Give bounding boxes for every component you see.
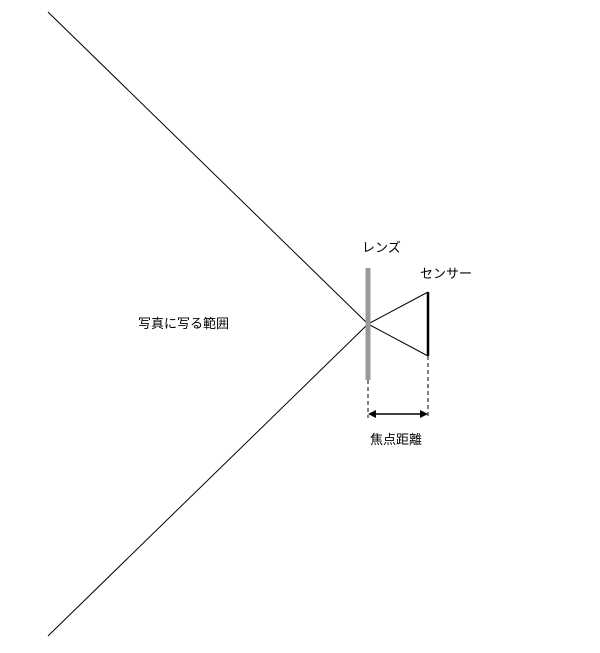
focal-arrow-right (420, 410, 428, 418)
field-label: 写真に写る範囲 (138, 313, 229, 332)
sensor-label: センサー (420, 263, 472, 282)
fov-top-line (48, 12, 368, 324)
sensor-top-line (368, 292, 428, 324)
sensor-bottom-line (368, 324, 428, 356)
diagram-svg (0, 0, 600, 648)
focal-length-diagram: レンズ センサー 写真に写る範囲 焦点距離 (0, 0, 600, 648)
focal-label: 焦点距離 (370, 429, 422, 448)
focal-arrow-left (368, 410, 376, 418)
lens-label: レンズ (362, 237, 401, 256)
fov-bottom-line (48, 324, 368, 636)
